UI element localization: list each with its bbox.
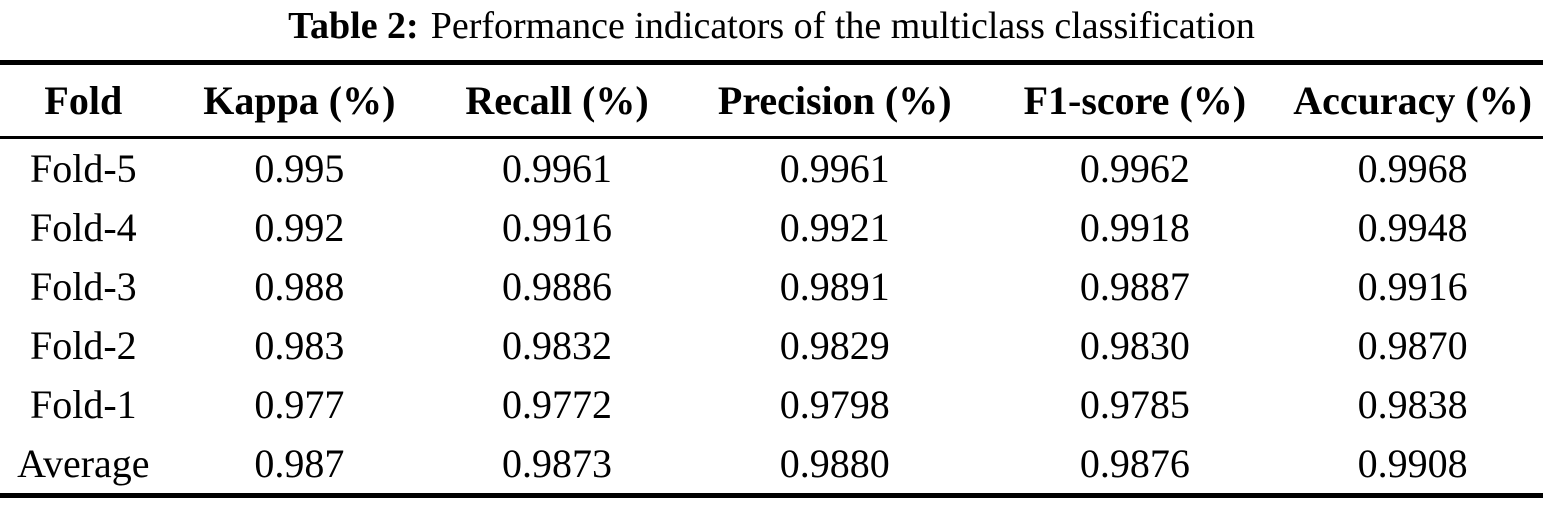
table-caption-label: Table 2: [288,5,419,47]
table-cell: 0.9772 [502,381,612,427]
table-cell: 0.9908 [1357,440,1468,486]
performance-table: Fold Kappa (%) Recall (%) Precision (%) … [0,59,1543,498]
column-header-recall: Recall (%) [465,77,649,123]
table-row-fold-2: Fold-2 0.983 0.9832 0.9829 0.9830 0.9870 [0,316,1543,375]
row-label: Fold-2 [29,322,137,368]
table-cell: 0.977 [254,381,345,427]
table-cell: 0.9838 [1357,381,1468,427]
table-cell: 0.9832 [502,322,612,368]
table-cell: 0.9870 [1357,322,1468,368]
table-header: Fold Kappa (%) Recall (%) Precision (%) … [0,62,1543,138]
table-caption-text: Performance indicators of the multiclass… [430,5,1255,47]
table-cell: 0.9948 [1357,204,1468,250]
table-cell: 0.9961 [502,145,612,191]
table-cell: 0.988 [254,263,345,309]
table-cell: 0.9921 [779,204,890,250]
table-cell: 0.995 [254,145,345,191]
table-row-average: Average 0.987 0.9873 0.9880 0.9876 0.990… [0,434,1543,496]
column-header-precision: Precision (%) [717,77,952,123]
table-row-fold-1: Fold-1 0.977 0.9772 0.9798 0.9785 0.9838 [0,375,1543,434]
table-cell: 0.992 [254,204,345,250]
table-cell: 0.9916 [1357,263,1468,309]
table-header-row: Fold Kappa (%) Recall (%) Precision (%) … [0,62,1543,138]
table-cell: 0.9961 [779,145,890,191]
table-body: Fold-5 0.995 0.9961 0.9961 0.9962 0.9968… [0,137,1543,495]
row-label: Fold-1 [29,381,137,427]
table-cell: 0.983 [254,322,345,368]
row-label: Fold-5 [29,145,137,191]
table-caption: Table 2: Performance indicators of the mu… [0,0,1543,50]
table-cell: 0.9829 [779,322,890,368]
table-row-fold-5: Fold-5 0.995 0.9961 0.9961 0.9962 0.9968 [0,137,1543,198]
table-cell: 0.987 [254,440,345,486]
table-cell: 0.9968 [1357,145,1468,191]
column-header-fold: Fold [44,77,123,123]
table-cell: 0.9873 [502,440,612,486]
row-label: Average [17,440,150,486]
table-cell: 0.9880 [779,440,890,486]
table-cell: 0.9798 [779,381,890,427]
table-cell: 0.9886 [502,263,612,309]
table-cell: 0.9962 [1079,145,1190,191]
row-label: Fold-4 [29,204,137,250]
table-cell: 0.9887 [1079,263,1190,309]
column-header-accuracy: Accuracy (%) [1293,77,1532,123]
table-cell: 0.9785 [1079,381,1190,427]
column-header-f1-score: F1-score (%) [1023,77,1247,123]
table-cell: 0.9876 [1079,440,1190,486]
table-cell: 0.9916 [502,204,612,250]
table-cell: 0.9918 [1079,204,1190,250]
table-row-fold-4: Fold-4 0.992 0.9916 0.9921 0.9918 0.9948 [0,198,1543,257]
table-cell: 0.9830 [1079,322,1190,368]
table-cell: 0.9891 [779,263,890,309]
table-row-fold-3: Fold-3 0.988 0.9886 0.9891 0.9887 0.9916 [0,257,1543,316]
column-header-kappa: Kappa (%) [203,77,396,123]
row-label: Fold-3 [29,263,137,309]
